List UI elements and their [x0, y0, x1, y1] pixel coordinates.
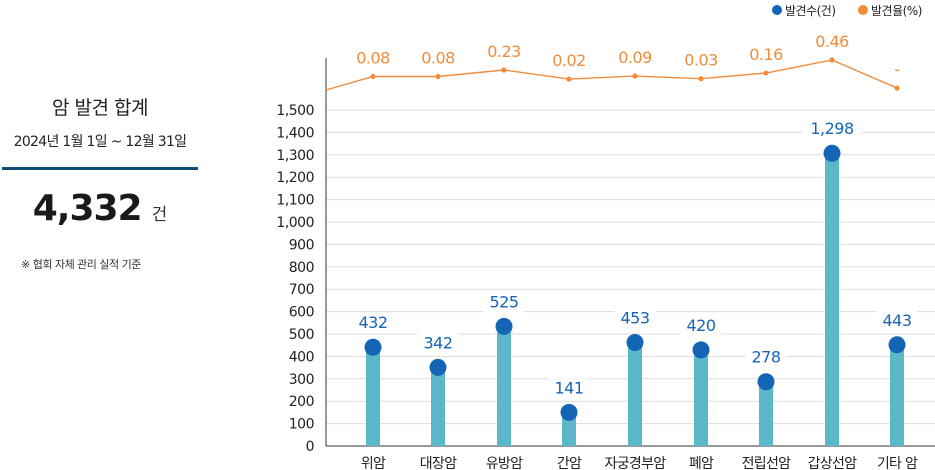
- rate-value-label: 0.08: [356, 49, 390, 68]
- y-tick-label: 400: [289, 349, 314, 365]
- rate-point: [763, 70, 769, 76]
- rate-point: [829, 57, 835, 63]
- rate-point: [698, 76, 704, 82]
- bar-dot: [429, 358, 447, 376]
- y-tick-label: 700: [289, 282, 314, 298]
- bar-label-background: [680, 315, 722, 336]
- x-tick-label: 전립선암: [742, 456, 792, 470]
- rate-value-label: 0.03: [684, 51, 718, 70]
- bar-dot: [560, 403, 578, 421]
- bar-value-label: 453: [620, 309, 649, 328]
- bar: [562, 414, 576, 446]
- rate-point: [501, 67, 507, 73]
- rate-value-label: 0.08: [421, 49, 455, 68]
- total-unit: 건: [151, 205, 168, 225]
- bar-value-label: 342: [423, 333, 452, 352]
- x-tick-label: 자궁경부암: [605, 456, 667, 470]
- bar-value-label: 443: [882, 311, 911, 330]
- y-tick-label: 200: [289, 394, 314, 410]
- bar-label-background: [614, 308, 656, 329]
- bar-value-label: 432: [358, 313, 387, 332]
- x-tick-label: 간암: [557, 456, 582, 470]
- rate-point: [566, 76, 572, 82]
- bar-dot: [888, 336, 906, 354]
- x-tick-label: 위암: [361, 456, 386, 470]
- rate-value-label: 0.02: [552, 51, 586, 70]
- y-tick-label: 1,500: [276, 103, 314, 119]
- summary-divider: [2, 167, 198, 170]
- legend-label-rate: 발견율(%): [871, 4, 922, 18]
- bar-label-background: [483, 292, 525, 313]
- rate-value-label: 0.23: [487, 42, 521, 61]
- bar-label-background: [802, 119, 862, 140]
- bar: [366, 349, 380, 446]
- total-value: 4,332: [32, 188, 143, 229]
- bar: [759, 383, 773, 446]
- y-tick-label: 800: [289, 260, 314, 276]
- bar-value-label: 141: [554, 378, 583, 397]
- rate-point: [632, 73, 638, 79]
- y-tick-label: 900: [289, 237, 314, 253]
- rate-value-label: 0.16: [749, 45, 783, 64]
- rate-point: [435, 73, 441, 80]
- bar-dot: [823, 144, 841, 162]
- y-tick-label: 100: [289, 417, 314, 433]
- legend-label-count: 발견수(건): [785, 4, 836, 18]
- bar-dot: [364, 338, 382, 356]
- y-tick-label: 0: [306, 439, 314, 455]
- y-tick-label: 500: [289, 327, 314, 343]
- bar: [497, 328, 511, 446]
- summary-note: ※ 협회 자체 관리 실적 기준: [21, 258, 141, 271]
- rate-value-label: 0.09: [618, 48, 652, 67]
- rate-value-label: -: [894, 60, 899, 79]
- rate-point: [894, 85, 900, 91]
- bar-dot: [757, 373, 775, 391]
- x-tick-label: 유방암: [486, 456, 523, 470]
- y-tick-label: 300: [289, 372, 314, 388]
- bar-label-background: [417, 333, 459, 354]
- y-tick-label: 1,200: [276, 170, 314, 186]
- bar-value-label: 525: [489, 292, 518, 311]
- rate-line: [325, 59, 898, 91]
- summary-period: 2024년 1월 1일 ~ 12월 31일: [13, 134, 187, 150]
- rate-point: [370, 73, 376, 80]
- bar-label-background: [745, 347, 787, 368]
- bar-dot: [495, 317, 513, 335]
- bar-dot: [692, 341, 710, 359]
- y-tick-label: 1,300: [276, 148, 314, 164]
- bar: [628, 344, 642, 446]
- summary-title: 암 발견 합계: [52, 97, 148, 119]
- bar: [890, 346, 904, 446]
- summary-panel: 암 발견 합계 2024년 1월 1일 ~ 12월 31일 4,332 건 ※ 협…: [0, 0, 200, 470]
- x-tick-label: 폐암: [689, 456, 714, 470]
- bar-value-label: 1,298: [810, 119, 854, 138]
- legend-swatch-rate: [858, 5, 868, 15]
- rate-value-label: 0.46: [815, 32, 849, 51]
- y-tick-label: 1,000: [276, 215, 314, 231]
- summary-total: 4,332 건: [0, 188, 200, 229]
- bar-dot: [626, 334, 644, 352]
- bar-label-background: [876, 310, 918, 331]
- bar-label-background: [352, 313, 394, 334]
- y-tick-label: 1,400: [276, 125, 314, 141]
- x-tick-label: 갑상선암: [808, 456, 858, 470]
- bar: [825, 155, 839, 447]
- x-tick-label: 대장암: [420, 456, 457, 470]
- legend-swatch-count: [772, 5, 782, 15]
- y-tick-label: 600: [289, 305, 314, 321]
- bar-value-label: 420: [686, 316, 715, 335]
- bar: [431, 369, 445, 446]
- x-tick-label: 기타 암: [877, 456, 918, 470]
- bar-value-label: 278: [751, 348, 780, 367]
- bar: [694, 351, 708, 446]
- y-tick-label: 1,100: [276, 193, 314, 209]
- bar-label-background: [548, 378, 590, 399]
